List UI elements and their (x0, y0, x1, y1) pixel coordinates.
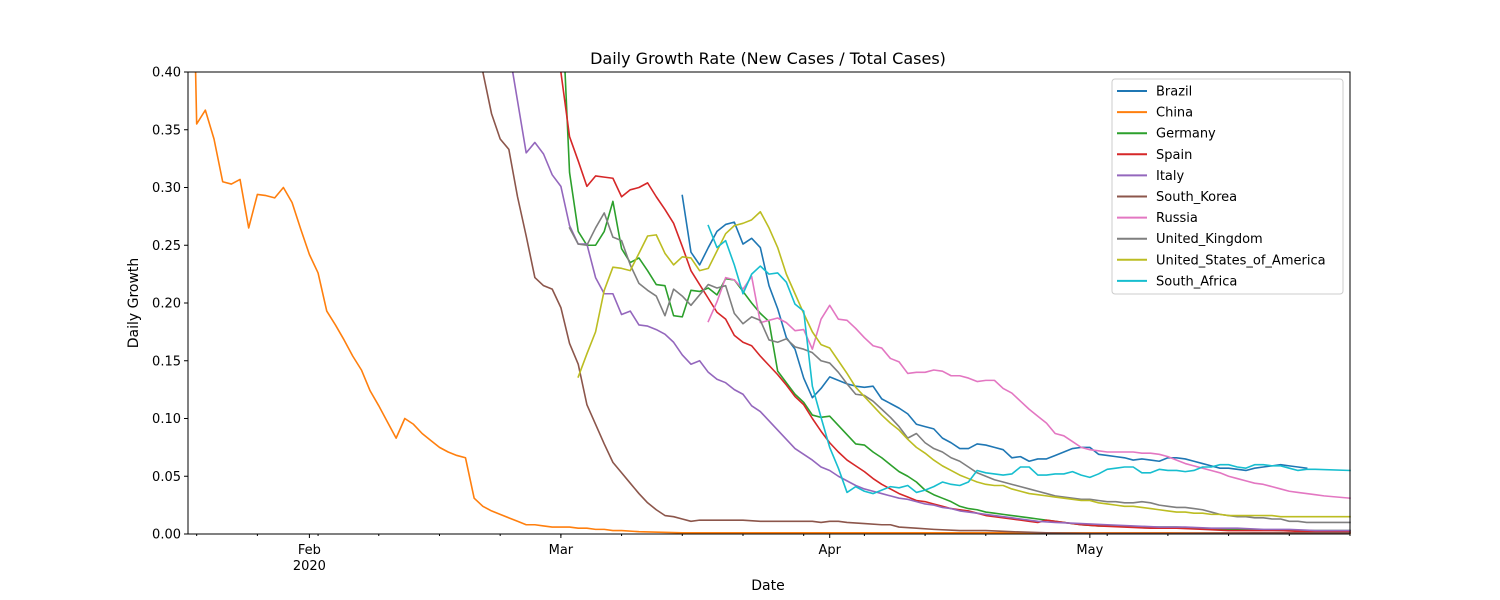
series-line-south-africa (707, 224, 1351, 495)
y-tick-label: 0.05 (152, 470, 181, 485)
series-line-china (194, 72, 1351, 535)
y-tick-label: 0.30 (152, 181, 181, 196)
legend-label-italy: Italy (1156, 169, 1185, 184)
y-tick-label: 0.10 (152, 412, 181, 427)
legend-label-china: China (1156, 106, 1193, 121)
y-axis: 0.00 0.05 0.10 0.15 0.20 0.25 0.30 0.35 0.40 (152, 66, 188, 543)
y-tick-label: 0.15 (152, 354, 181, 369)
x-tick-label: May (1076, 543, 1103, 558)
legend-label-united-kingdom: United_Kingdom (1156, 232, 1263, 247)
series-line-brazil (681, 194, 1308, 472)
y-axis-title: Daily Growth (126, 258, 142, 349)
chart-title: Daily Growth Rate (New Cases / Total Cas… (590, 49, 946, 68)
x-tick-label: Apr (818, 543, 841, 558)
y-tick-label: 0.20 (152, 297, 181, 312)
x-tick-sublabel: 2020 (293, 559, 326, 574)
y-tick-label: 0.25 (152, 239, 181, 254)
y-tick-label: 0.40 (152, 66, 181, 81)
legend: Brazil China Germany Spain Italy South_Korea R… (1111, 78, 1344, 295)
series-line-united-states-of-america (577, 210, 1351, 518)
legend-label-united-states-of-america: United_States_of_America (1156, 253, 1326, 268)
series-line-russia (707, 275, 1351, 500)
legend-label-russia: Russia (1156, 211, 1198, 226)
series-line-united-kingdom (568, 212, 1351, 524)
y-tick-label: 0.35 (152, 123, 181, 138)
y-tick-label: 0.00 (152, 528, 181, 543)
legend-label-spain: Spain (1156, 148, 1192, 163)
legend-label-brazil: Brazil (1156, 85, 1192, 100)
legend-label-germany: Germany (1156, 127, 1216, 142)
legend-label-south-africa: South_Africa (1156, 274, 1237, 289)
x-axis-title: Date (751, 578, 784, 594)
legend-label-south-korea: South_Korea (1156, 190, 1237, 205)
legend-box (1111, 78, 1344, 295)
series-line-italy (511, 72, 1351, 532)
series-line-south-korea (482, 72, 1351, 535)
x-tick-label: Mar (549, 543, 574, 558)
series-layer (194, 72, 1351, 535)
x-tick-label: Feb (298, 543, 321, 558)
